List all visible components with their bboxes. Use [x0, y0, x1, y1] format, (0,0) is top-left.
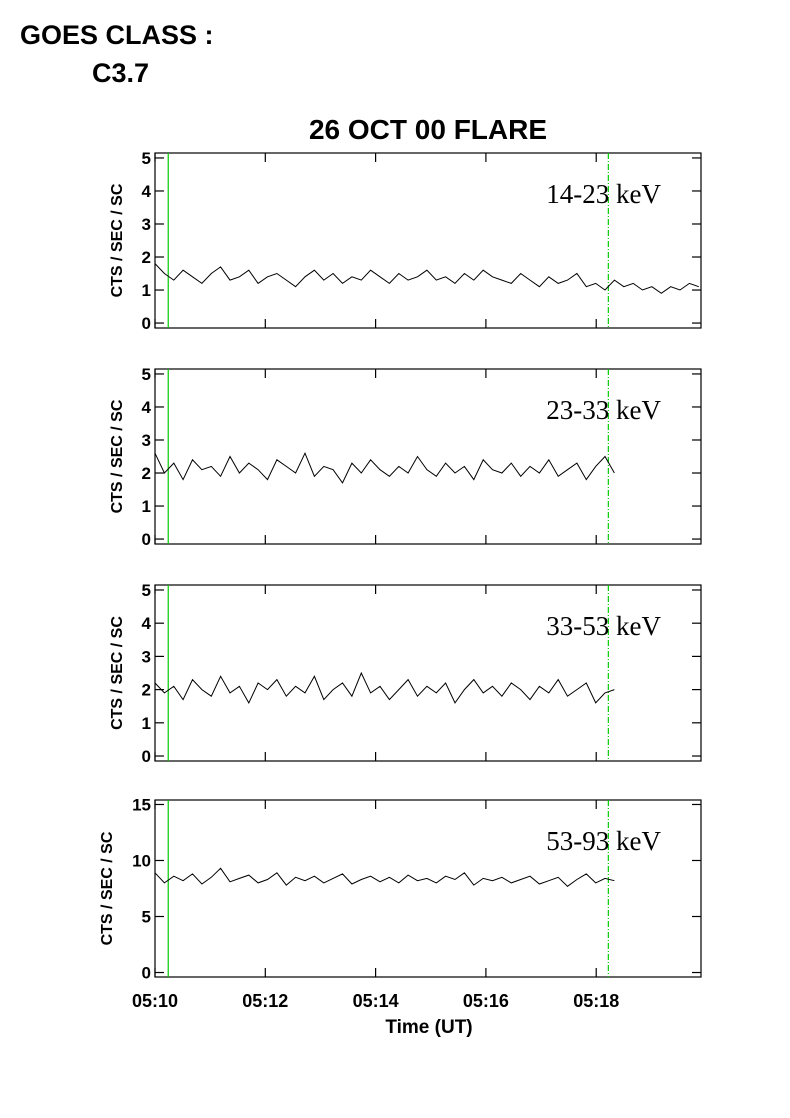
energy-label: 33-53 keV	[546, 611, 661, 641]
x-tick-label: 05:10	[132, 991, 178, 1011]
plot-frame	[154, 799, 702, 978]
y-tick-label: 4	[142, 614, 152, 633]
y-tick-label: 2	[142, 248, 151, 267]
data-line	[154, 263, 699, 294]
y-tick-label: 5	[142, 149, 151, 168]
goes-class: C3.7	[92, 58, 149, 88]
y-tick-label: 2	[142, 681, 151, 700]
y-axis-label: CTS / SEC / SC	[109, 183, 126, 297]
data-line	[154, 671, 615, 704]
y-tick-label: 1	[142, 281, 151, 300]
y-tick-label: 0	[142, 747, 151, 766]
energy-label: 53-93 keV	[546, 826, 661, 856]
y-tick-label: 1	[142, 497, 151, 516]
x-axis-label: Time (UT)	[385, 1017, 472, 1038]
energy-label: 23-33 keV	[546, 395, 661, 425]
y-tick-label: 10	[132, 851, 151, 870]
x-tick-label: 05:14	[353, 991, 399, 1011]
data-line	[154, 451, 615, 484]
y-axis-label: CTS / SEC / SC	[109, 616, 126, 730]
y-tick-label: 3	[142, 431, 151, 450]
y-tick-label: 3	[142, 647, 151, 666]
plot-frame	[154, 368, 702, 545]
y-tick-label: 4	[142, 182, 152, 201]
y-tick-label: 1	[142, 714, 151, 733]
plot-frame	[154, 152, 702, 329]
y-tick-label: 5	[142, 581, 151, 600]
y-tick-label: 15	[132, 795, 151, 814]
y-tick-label: 0	[142, 314, 151, 333]
y-tick-label: 2	[142, 464, 151, 483]
goes-label: GOES CLASS :	[20, 20, 214, 50]
chart-title: 26 OCT 00 FLARE	[309, 114, 547, 145]
energy-label: 14-23 keV	[546, 179, 661, 209]
y-tick-label: 5	[142, 908, 151, 927]
data-line	[154, 867, 615, 887]
plot-frame	[154, 584, 702, 762]
x-tick-label: 05:18	[573, 991, 619, 1011]
x-tick-label: 05:12	[242, 991, 288, 1011]
y-tick-label: 3	[142, 215, 151, 234]
x-tick-label: 05:16	[463, 991, 509, 1011]
y-tick-label: 5	[142, 365, 151, 384]
y-axis-label: CTS / SEC / SC	[99, 831, 116, 945]
y-tick-label: 0	[142, 964, 151, 983]
y-tick-label: 0	[142, 530, 151, 549]
y-axis-label: CTS / SEC / SC	[109, 399, 126, 513]
y-tick-label: 4	[142, 398, 152, 417]
